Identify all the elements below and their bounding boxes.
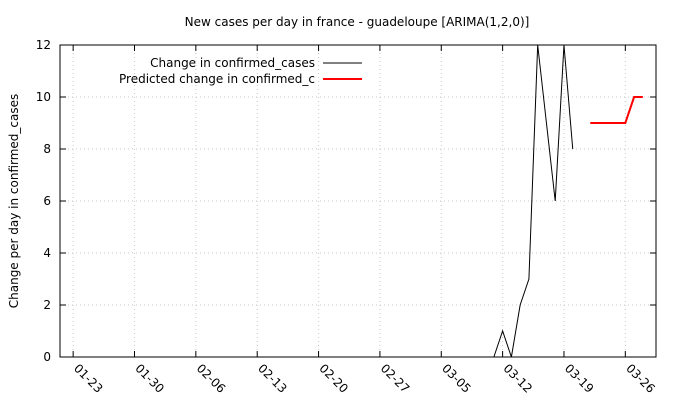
x-tick-label: 01-30 xyxy=(132,361,167,396)
x-tick-label: 03-26 xyxy=(623,361,658,396)
y-tick-label: 4 xyxy=(43,246,51,260)
legend-label: Change in confirmed_cases xyxy=(150,56,315,70)
plot-frame xyxy=(59,44,657,358)
x-tick-label: 02-20 xyxy=(316,361,351,396)
y-tick-label: 10 xyxy=(36,90,51,104)
legend: Change in confirmed_cases Predicted chang… xyxy=(119,56,362,86)
y-tick-label: 12 xyxy=(36,38,51,52)
series-line-confirmed-cases xyxy=(493,44,574,358)
grid xyxy=(60,45,656,357)
x-tick-label: 03-05 xyxy=(439,361,474,396)
y-axis-label: Change per day in confirmed_cases xyxy=(7,94,21,309)
x-tick-label: 01-23 xyxy=(71,361,106,396)
axes: 0 2 4 6 8 10 12 01-23 01-30 02-06 02-13 02-20 02-27 0… xyxy=(36,38,658,396)
series xyxy=(493,44,643,358)
legend-label: Predicted change in confirmed_c xyxy=(119,72,315,86)
x-tick-label: 02-13 xyxy=(255,361,290,396)
series-line-predicted xyxy=(590,96,643,124)
x-tick-label: 03-19 xyxy=(562,361,597,396)
x-tick-label: 02-06 xyxy=(194,361,229,396)
y-tick-label: 6 xyxy=(43,194,51,208)
y-tick-label: 2 xyxy=(43,298,51,312)
x-tick-label: 03-12 xyxy=(500,361,535,396)
x-tick-label: 02-27 xyxy=(378,361,413,396)
y-tick-label: 8 xyxy=(43,142,51,156)
chart-title: New cases per day in france - guadeloupe… xyxy=(185,15,530,29)
y-tick-label: 0 xyxy=(43,350,51,364)
